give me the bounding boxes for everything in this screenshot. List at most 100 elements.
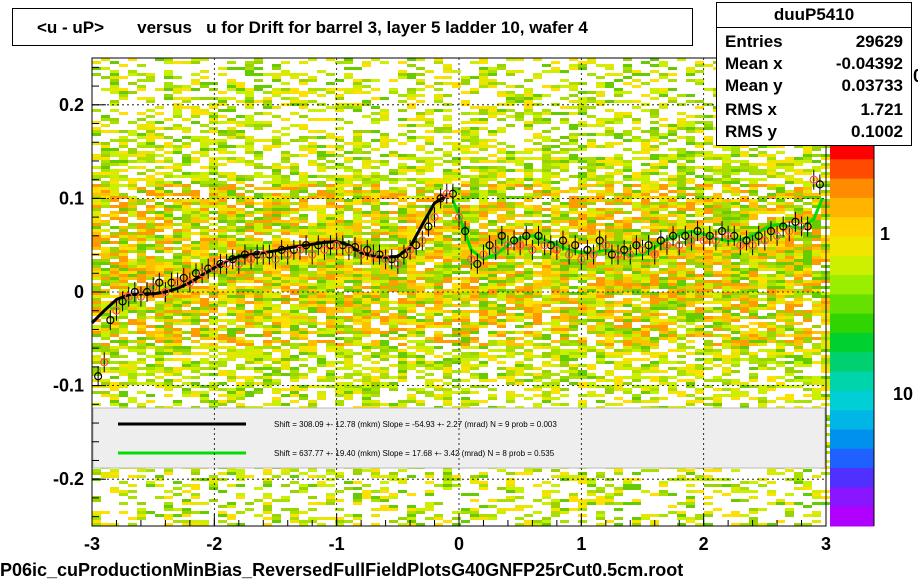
data-point xyxy=(320,245,329,254)
data-point xyxy=(558,236,568,245)
color-scale-segment xyxy=(830,236,874,257)
data-point xyxy=(295,245,305,254)
data-point xyxy=(473,259,482,269)
data-point xyxy=(779,222,788,231)
data-point xyxy=(424,222,433,231)
data-point xyxy=(314,241,323,250)
data-point xyxy=(540,241,549,250)
data-point xyxy=(766,227,776,236)
data-point xyxy=(381,255,390,264)
data-point xyxy=(552,245,561,254)
legend-text: Shift = 308.09 +- 12.78 (mkm) Slope = -5… xyxy=(274,420,557,429)
data-point xyxy=(399,250,409,259)
data-point xyxy=(265,250,274,259)
y-tick-label: 0.2 xyxy=(59,95,84,115)
data-point xyxy=(253,250,262,259)
grid xyxy=(92,58,826,526)
data-point xyxy=(613,250,623,259)
x-tick-label: -1 xyxy=(329,534,345,554)
stat-value: 0.03733 xyxy=(841,76,903,95)
color-scale-label: 10 xyxy=(893,384,913,404)
data-point xyxy=(497,231,506,240)
data-point xyxy=(210,264,219,273)
x-tick-label: 1 xyxy=(576,534,586,554)
stat-label: RMS y xyxy=(725,122,777,141)
data-point xyxy=(271,255,280,264)
color-scale-segment xyxy=(830,429,874,450)
data-point xyxy=(503,241,513,250)
color-scale-segment xyxy=(830,333,874,353)
data-point xyxy=(589,250,598,259)
data-point xyxy=(387,255,396,264)
data-point xyxy=(693,227,702,236)
color-scale-label: 0 xyxy=(913,66,918,86)
x-tick-label: -3 xyxy=(84,534,100,554)
axes: -3 -2 -1 0 1 2 3 -0.2 -0.1 0 0.1 0.2 xyxy=(53,57,831,554)
data-point xyxy=(772,231,782,240)
data-point xyxy=(179,273,188,283)
data-point xyxy=(204,264,213,273)
data-point xyxy=(118,297,127,306)
data-point xyxy=(136,292,146,301)
data-point xyxy=(564,250,574,259)
data-point xyxy=(785,227,794,236)
data-point xyxy=(191,269,201,278)
data-point xyxy=(363,245,372,254)
data-point xyxy=(681,231,690,240)
data-point xyxy=(369,250,378,259)
data-point xyxy=(161,287,170,297)
data-point xyxy=(815,180,824,189)
data-point xyxy=(344,245,353,254)
stat-value: -0.04392 xyxy=(835,54,903,73)
data-point xyxy=(656,236,665,245)
data-point xyxy=(412,241,421,250)
data-point xyxy=(393,259,402,269)
y-tick-label: 0 xyxy=(74,282,84,302)
data-point xyxy=(308,250,317,259)
data-point xyxy=(791,217,800,226)
x-tick-label: 3 xyxy=(821,534,831,554)
color-scale-segment xyxy=(830,217,874,237)
data-point xyxy=(754,231,763,240)
data-point xyxy=(405,245,415,254)
data-point xyxy=(124,292,133,301)
color-scale-segment xyxy=(830,448,874,469)
data-point xyxy=(485,241,494,250)
data-point xyxy=(326,241,335,250)
data-point xyxy=(717,227,727,236)
data-point xyxy=(705,231,714,240)
stat-rms-x: RMS x 1.721 xyxy=(725,100,903,122)
data-point xyxy=(259,250,268,259)
data-point xyxy=(711,236,721,245)
data-point xyxy=(516,241,525,250)
stat-label: Mean x xyxy=(725,54,783,73)
data-point xyxy=(467,255,476,264)
file-name-footer: P06ic_cuProductionMinBias_ReversedFullFi… xyxy=(0,560,684,580)
data-point xyxy=(577,255,586,264)
data-point xyxy=(528,245,537,254)
data-point xyxy=(418,236,427,245)
data-point xyxy=(430,213,439,222)
data-point xyxy=(736,241,745,250)
x-tick-label: 2 xyxy=(699,534,709,554)
color-scale-segment xyxy=(830,506,874,527)
data-point xyxy=(699,236,708,245)
data-point xyxy=(571,241,580,250)
stats-name: duuP5410 xyxy=(717,3,911,28)
data-point xyxy=(338,241,347,250)
color-scale-segment xyxy=(830,371,874,392)
data-point xyxy=(607,250,617,259)
data-point xyxy=(442,189,451,198)
color-scale-label: 1 xyxy=(880,224,890,244)
color-scale-segment xyxy=(830,275,874,295)
data-point xyxy=(522,231,531,240)
data-point xyxy=(797,222,806,231)
stat-value: 1.721 xyxy=(860,100,903,119)
data-point xyxy=(332,241,341,250)
stat-label: Entries xyxy=(725,32,783,51)
color-scale-segment xyxy=(830,487,874,508)
data-point xyxy=(142,287,152,297)
color-scale-segment xyxy=(830,255,874,276)
data-point xyxy=(491,245,500,254)
data-point xyxy=(246,255,256,264)
